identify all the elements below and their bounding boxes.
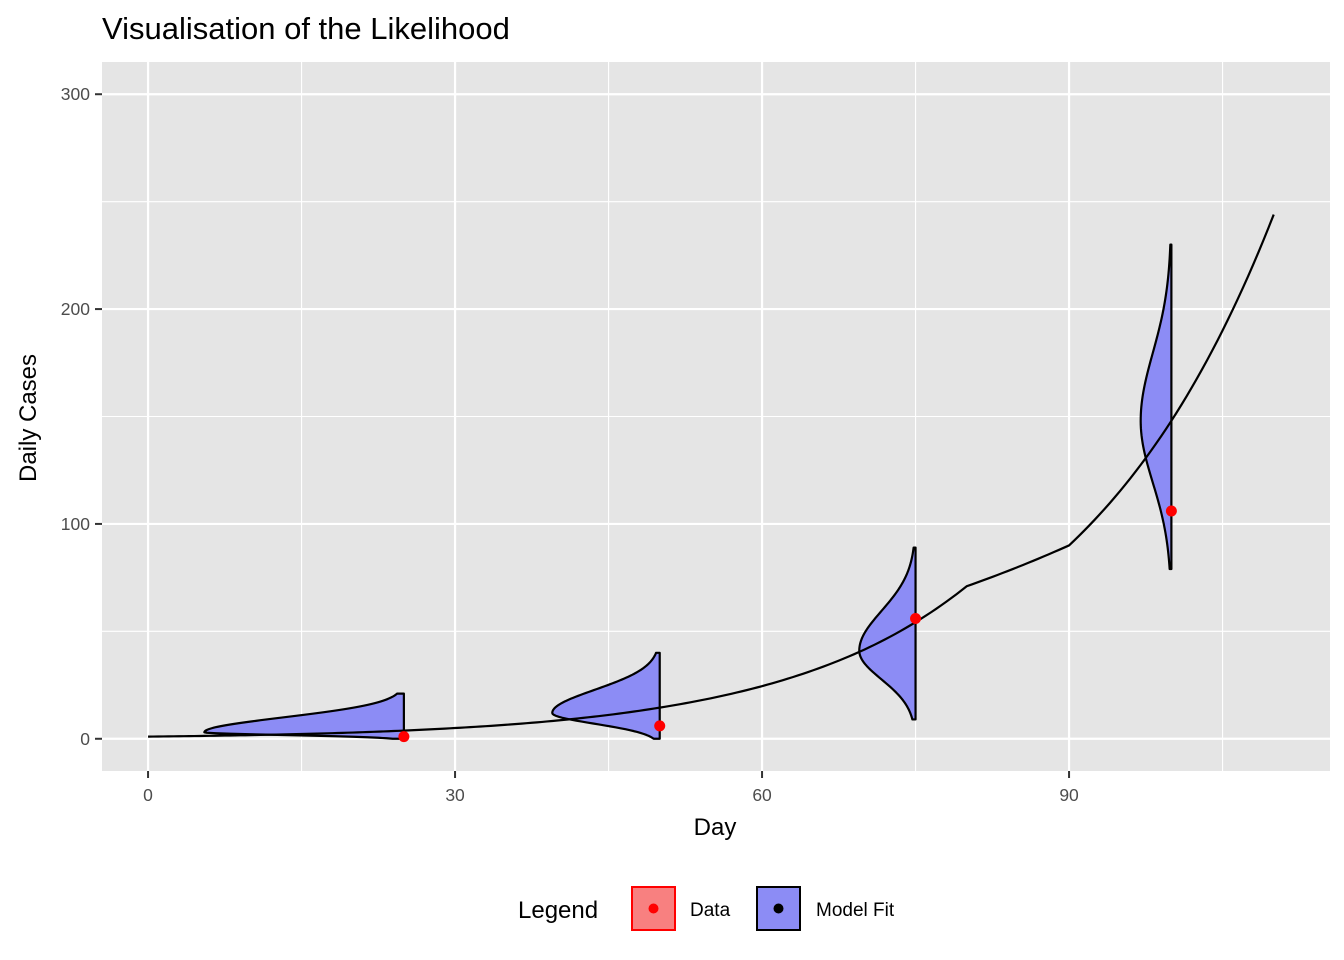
legend-label-data: Data bbox=[690, 900, 731, 921]
y-tick-label: 200 bbox=[61, 299, 90, 319]
y-tick-label: 0 bbox=[80, 729, 90, 749]
likelihood-density-day-75 bbox=[858, 546, 917, 721]
data-points bbox=[398, 505, 1177, 743]
model-fit-curve bbox=[148, 214, 1275, 738]
y-tick-label: 300 bbox=[61, 84, 90, 104]
y-axis-title: Daily Cases bbox=[15, 354, 42, 482]
likelihood-density-day-100 bbox=[1139, 243, 1173, 571]
x-axis-title: Day bbox=[694, 814, 737, 841]
legend-label-model-fit: Model Fit bbox=[816, 900, 895, 921]
data-point bbox=[654, 720, 666, 732]
legend-title: Legend bbox=[518, 897, 598, 924]
x-tick-label: 0 bbox=[143, 785, 153, 805]
legend-key-data-dot bbox=[648, 903, 659, 914]
chart-title: Visualisation of the Likelihood bbox=[102, 11, 510, 46]
y-tick-label: 100 bbox=[61, 514, 90, 534]
legend-key-model-fit-dot bbox=[773, 903, 784, 914]
major-gridlines bbox=[102, 62, 1330, 771]
data-point bbox=[398, 731, 410, 743]
legend: Legend Data Model Fit bbox=[518, 886, 895, 931]
minor-gridlines bbox=[102, 62, 1330, 771]
x-tick-label: 90 bbox=[1059, 785, 1079, 805]
x-tick-label: 30 bbox=[445, 785, 465, 805]
x-tick-label: 60 bbox=[752, 785, 772, 805]
data-point bbox=[910, 612, 922, 624]
data-point bbox=[1165, 505, 1177, 517]
likelihood-density-day-25 bbox=[203, 692, 405, 740]
axis-ticks: 0 30 60 90 0 100 200 300 bbox=[61, 84, 1079, 805]
